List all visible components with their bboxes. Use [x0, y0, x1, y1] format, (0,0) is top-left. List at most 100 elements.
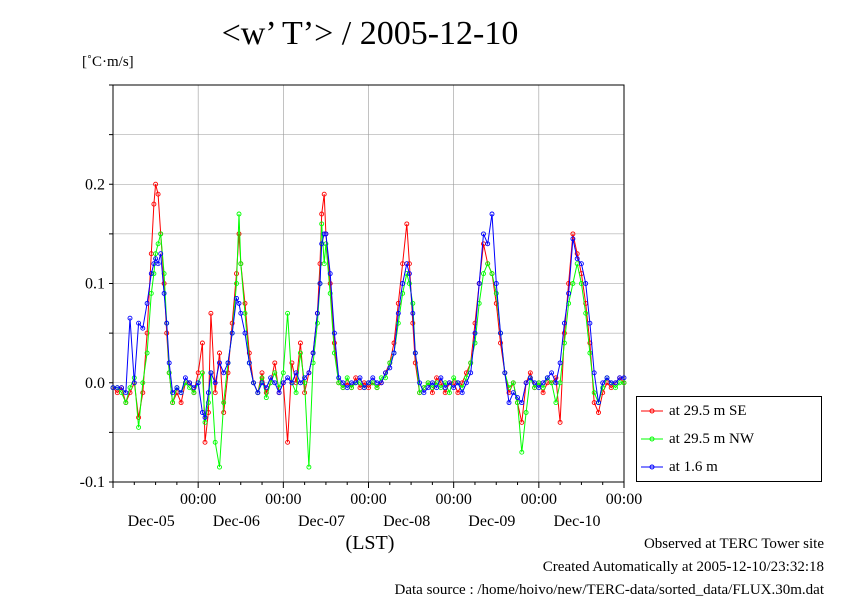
- data-point-1: [468, 360, 474, 366]
- data-point-2: [340, 380, 346, 386]
- y-tick-label: 0.2: [85, 176, 105, 193]
- data-point-2: [153, 256, 159, 262]
- data-point-2: [404, 261, 410, 267]
- data-point-2: [225, 360, 231, 366]
- data-point-1: [205, 400, 211, 406]
- data-point-2: [323, 231, 329, 237]
- data-point-0: [199, 340, 205, 346]
- data-point-2: [549, 370, 555, 376]
- data-point-2: [246, 360, 252, 366]
- data-point-1: [263, 395, 269, 401]
- data-point-2: [302, 375, 308, 381]
- data-point-2: [621, 375, 627, 381]
- data-point-1: [158, 231, 164, 237]
- data-point-2: [178, 390, 184, 396]
- data-point-2: [468, 370, 474, 376]
- data-point-2: [438, 375, 444, 381]
- data-point-0: [321, 191, 327, 197]
- data-point-1: [621, 380, 627, 386]
- data-point-1: [451, 375, 457, 381]
- x-tick-date-label: Dec-09: [468, 513, 515, 530]
- legend-swatch-nw: [641, 436, 663, 442]
- data-point-2: [234, 295, 239, 301]
- data-point-2: [561, 320, 567, 326]
- data-point-2: [463, 380, 469, 386]
- data-point-2: [600, 380, 606, 386]
- data-point-2: [319, 241, 325, 247]
- data-point-0: [498, 340, 503, 346]
- data-point-1: [485, 261, 491, 267]
- data-point-2: [293, 370, 299, 376]
- data-point-0: [212, 390, 218, 396]
- x-tick-date-label: Dec-07: [298, 513, 345, 530]
- data-point-0: [151, 201, 157, 207]
- data-point-2: [161, 290, 167, 296]
- x-tick-time-label: 00:00: [350, 491, 386, 508]
- data-point-2: [268, 375, 274, 381]
- data-point-1: [553, 400, 559, 406]
- data-point-1: [202, 419, 208, 425]
- data-point-0: [327, 281, 333, 286]
- data-point-2: [170, 390, 176, 396]
- data-point-0: [519, 419, 525, 425]
- data-point-0: [412, 360, 418, 366]
- data-point-2: [238, 310, 244, 316]
- data-point-2: [544, 375, 550, 381]
- data-point-1: [566, 300, 572, 306]
- data-point-1: [523, 410, 529, 415]
- data-point-0: [557, 419, 563, 425]
- legend-label-1-6m: at 1.6 m: [669, 459, 718, 475]
- data-point-1: [591, 390, 597, 396]
- x-tick-time-label: 00:00: [435, 491, 471, 508]
- data-point-2: [361, 385, 367, 391]
- legend-swatch-se: [641, 408, 663, 414]
- data-point-1: [321, 261, 327, 267]
- data-point-1: [319, 221, 325, 227]
- data-point-2: [532, 380, 538, 386]
- data-point-0: [391, 340, 397, 346]
- data-point-1: [236, 211, 242, 217]
- legend-item-nw: at 29.5 m NW: [637, 429, 821, 449]
- data-point-2: [327, 271, 333, 277]
- data-point-2: [148, 271, 154, 277]
- data-point-2: [425, 385, 431, 391]
- data-point-2: [136, 320, 142, 326]
- data-point-1: [166, 370, 172, 376]
- data-point-0: [178, 400, 184, 406]
- data-point-1: [600, 385, 606, 391]
- data-point-0: [221, 410, 227, 415]
- data-point-0: [136, 415, 142, 420]
- data-point-2: [158, 251, 164, 257]
- data-point-0: [289, 360, 295, 366]
- data-point-0: [570, 231, 576, 237]
- grid-lines: [113, 84, 625, 483]
- data-point-2: [540, 380, 546, 386]
- legend-item-1-6m: at 1.6 m: [637, 457, 821, 477]
- data-point-1: [472, 340, 478, 346]
- data-point-1: [285, 310, 291, 316]
- footer-site: Observed at TERC Tower site: [643, 536, 824, 552]
- data-point-0: [574, 251, 580, 257]
- data-point-0: [404, 221, 410, 227]
- data-point-2: [412, 350, 418, 356]
- x-tick-date-label: Dec-05: [128, 513, 175, 530]
- data-point-2: [310, 350, 316, 356]
- data-point-2: [366, 380, 371, 386]
- data-point-2: [519, 400, 525, 406]
- data-point-2: [208, 370, 214, 376]
- data-point-2: [166, 360, 172, 366]
- data-point-1: [153, 251, 159, 257]
- data-point-0: [331, 340, 337, 346]
- data-point-2: [280, 380, 286, 386]
- data-point-1: [297, 350, 303, 356]
- data-point-1: [221, 400, 227, 406]
- data-point-1: [344, 375, 350, 381]
- data-point-1: [148, 290, 154, 296]
- data-point-2: [429, 380, 435, 386]
- data-point-2: [191, 385, 197, 391]
- legend: at 29.5 m SE at 29.5 m NW at 1.6 m: [636, 396, 822, 482]
- data-point-0: [208, 310, 214, 316]
- data-point-1: [583, 310, 589, 316]
- data-point-1: [170, 400, 176, 406]
- data-point-2: [195, 380, 201, 386]
